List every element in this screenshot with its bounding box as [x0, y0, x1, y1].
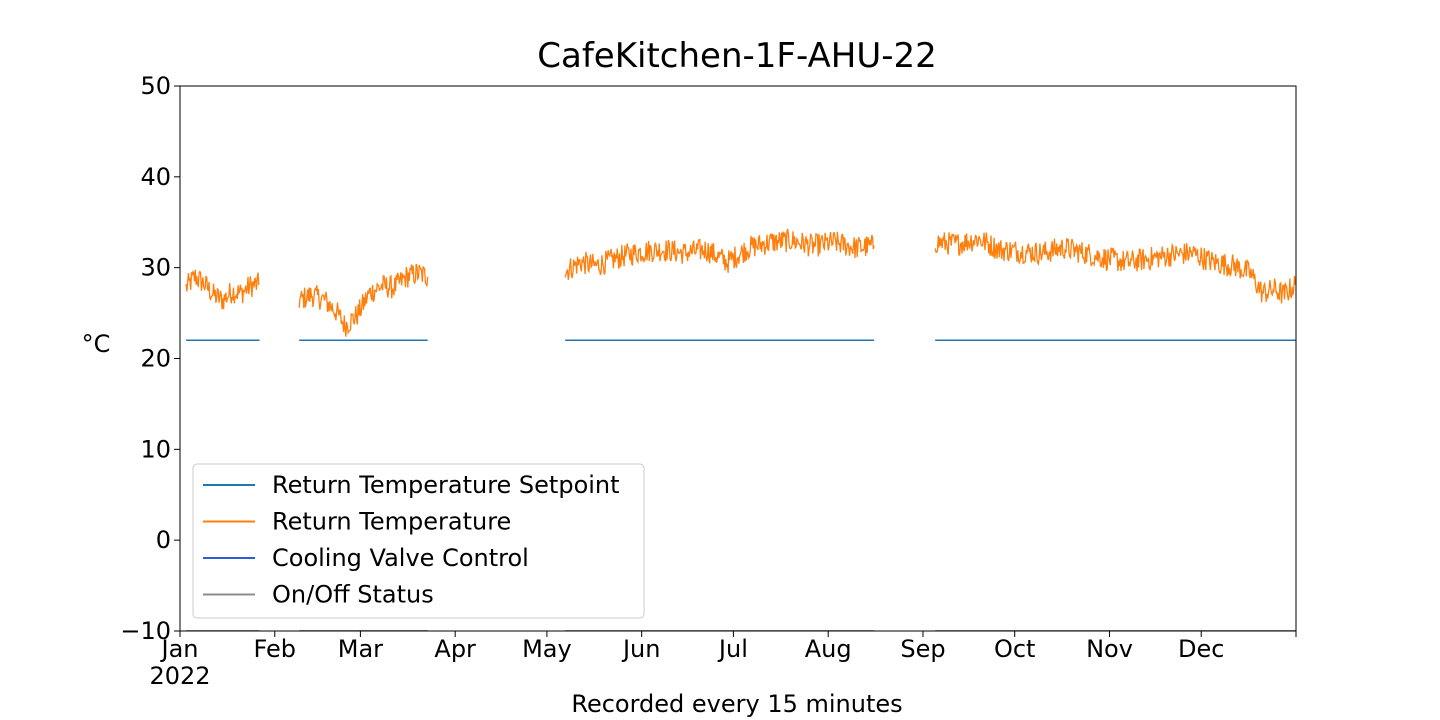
series-line-1-segment-1 [298, 263, 429, 337]
legend-entry: Cooling Valve Control [272, 544, 529, 572]
x-tick-label: Jul [717, 635, 748, 663]
y-tick-label: 30 [140, 254, 171, 282]
x-tick-label: Dec [1178, 635, 1224, 663]
x-tick-label: May [522, 635, 572, 663]
legend-entry: Return Temperature Setpoint [272, 471, 620, 499]
x-tick-label: Nov [1086, 635, 1133, 663]
y-tick-label: −10 [120, 617, 171, 645]
x-tick-label: Aug [805, 635, 852, 663]
x-tick-label: Sep [900, 635, 945, 663]
series-line-1-segment-2 [564, 228, 875, 280]
legend-box [192, 463, 645, 619]
x-tick-label: Jan [160, 635, 199, 663]
y-tick-label: 10 [140, 435, 171, 463]
x-axis-label: Recorded every 15 minutes [571, 690, 902, 718]
x-tick-label: Jun [621, 635, 661, 663]
x-tick-label: Oct [994, 635, 1036, 663]
y-axis-label: °C [82, 330, 111, 358]
x-tick-label: Mar [338, 635, 383, 663]
y-tick-label: 50 [140, 72, 171, 100]
y-tick-label: 40 [140, 163, 171, 191]
y-tick-label: 20 [140, 345, 171, 373]
legend: Return Temperature Setpoint Return Temper… [192, 463, 645, 619]
series-line-1-segment-0 [185, 269, 260, 310]
y-tick-label: 0 [156, 526, 171, 554]
x-tick-sublabel: 2022 [149, 662, 210, 690]
x-tick-label: Feb [254, 635, 297, 663]
legend-entry: Return Temperature [272, 508, 511, 536]
series-line-1-segment-3 [934, 232, 1296, 304]
x-tick-label: Apr [434, 635, 476, 663]
legend-entry: On/Off Status [272, 581, 434, 609]
chart-title: CafeKitchen-1F-AHU-22 [537, 36, 936, 76]
